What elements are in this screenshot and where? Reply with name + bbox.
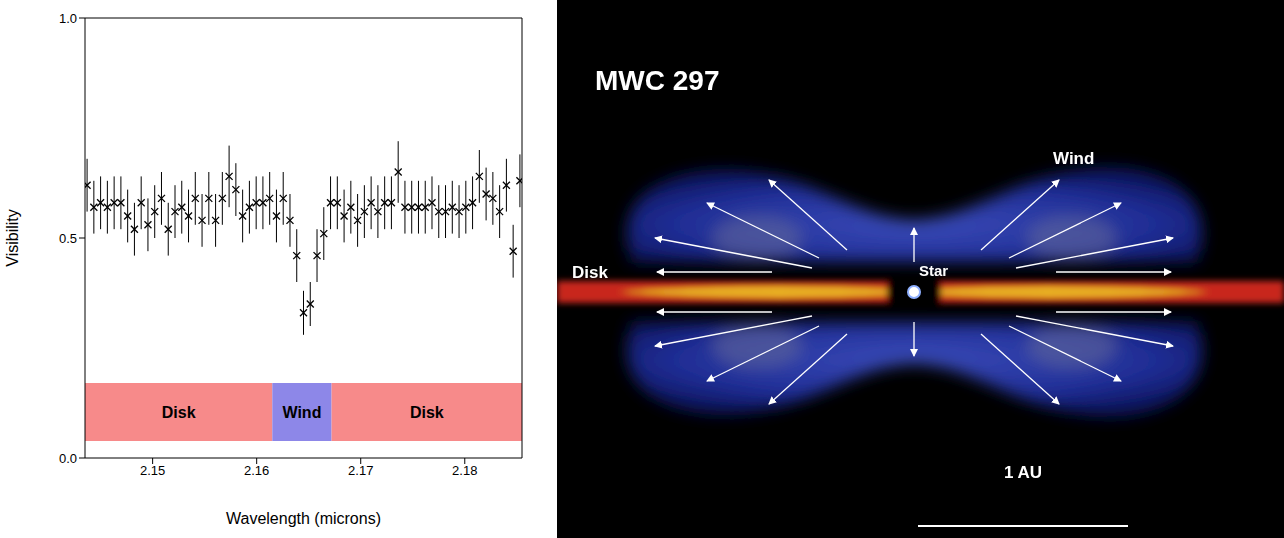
svg-text:Wavelength (microns): Wavelength (microns) (226, 510, 381, 527)
svg-text:2.16: 2.16 (244, 463, 269, 478)
svg-text:0.0: 0.0 (59, 451, 77, 466)
svg-text:2.18: 2.18 (452, 463, 477, 478)
svg-text:Star: Star (919, 262, 948, 279)
svg-text:Wind: Wind (282, 404, 321, 421)
svg-text:1.0: 1.0 (59, 11, 77, 26)
svg-text:Disk: Disk (572, 263, 608, 282)
svg-text:Visibility: Visibility (4, 209, 21, 267)
svg-text:Disk: Disk (410, 404, 444, 421)
svg-text:2.17: 2.17 (348, 463, 373, 478)
svg-text:Wind: Wind (1053, 149, 1094, 168)
svg-text:2.15: 2.15 (140, 463, 165, 478)
svg-text:0.5: 0.5 (59, 231, 77, 246)
svg-text:Disk: Disk (162, 404, 196, 421)
svg-text:1 AU: 1 AU (1004, 463, 1042, 482)
svg-text:MWC 297: MWC 297 (595, 65, 719, 96)
